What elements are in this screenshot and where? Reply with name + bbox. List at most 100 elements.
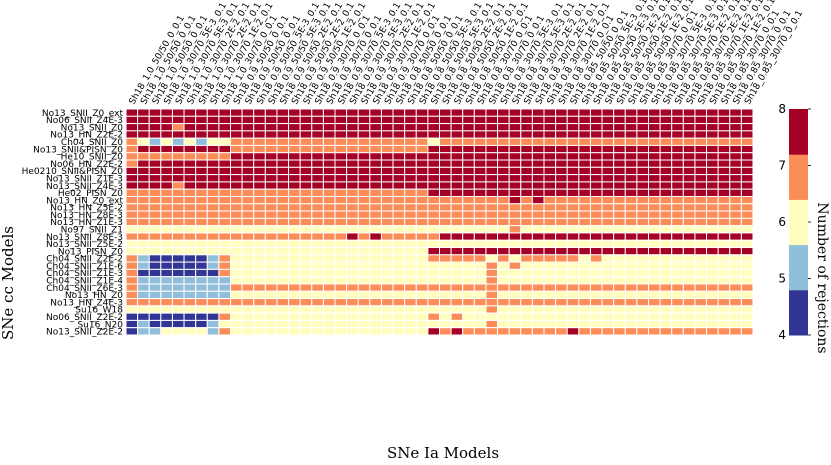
heatmap-cell [299, 130, 313, 139]
heatmap-cell [334, 239, 348, 249]
heatmap-cell [531, 217, 545, 227]
heatmap-cell [589, 115, 603, 125]
heatmap-cell [415, 174, 429, 183]
heatmap-cell [137, 298, 150, 307]
heatmap-cell [531, 232, 545, 241]
heatmap-cell [264, 123, 278, 132]
heatmap-cell [206, 188, 220, 197]
heatmap-cell [636, 327, 650, 336]
heatmap-cell [241, 283, 255, 292]
heatmap-cell [230, 174, 243, 183]
heatmap-cell [346, 276, 359, 285]
heatmap-cell [357, 174, 371, 183]
heatmap-cell [694, 225, 708, 234]
heatmap-cell [322, 239, 336, 249]
heatmap-cell [288, 319, 301, 329]
heatmap-cell [137, 181, 150, 190]
heatmap-cell [148, 181, 162, 190]
heatmap-cell [624, 108, 638, 117]
heatmap-cell [264, 166, 278, 176]
heatmap-cell [137, 254, 150, 263]
heatmap-cell [648, 123, 661, 132]
heatmap-cell [531, 312, 545, 321]
heatmap-cell [218, 327, 231, 336]
heatmap-cell [682, 108, 696, 117]
heatmap-cell [369, 115, 382, 125]
heatmap-cell [566, 166, 580, 176]
heatmap-cell [346, 123, 359, 132]
heatmap-cell [497, 181, 510, 190]
heatmap-cell [346, 283, 359, 292]
heatmap-cell [473, 195, 487, 205]
heatmap-cell [589, 327, 603, 336]
heatmap-cell [613, 166, 626, 176]
heatmap-cell [230, 203, 243, 212]
heatmap-cell [334, 276, 348, 285]
heatmap-cell [648, 298, 661, 307]
heatmap-cell [555, 195, 568, 205]
heatmap-cell [357, 130, 371, 139]
heatmap-cell [566, 130, 580, 139]
heatmap-cell [311, 247, 324, 256]
heatmap-cell [555, 290, 568, 300]
heatmap-cell [694, 232, 708, 241]
heatmap-cell [427, 137, 441, 146]
heatmap-cell [543, 166, 557, 176]
heatmap-cell [276, 188, 290, 197]
heatmap-cell [439, 276, 452, 285]
heatmap-cell [148, 108, 162, 117]
y-tick-label: No13_HN_Z0_ext [46, 196, 123, 206]
heatmap-cell [137, 283, 150, 292]
colorbar-segment [789, 289, 808, 336]
heatmap-cell [346, 195, 359, 205]
heatmap-cell [380, 290, 394, 300]
heatmap-cell [439, 225, 452, 234]
heatmap-cell [171, 268, 185, 278]
heatmap-cell [380, 137, 394, 146]
heatmap-cell [659, 203, 673, 212]
heatmap-cell [682, 232, 696, 241]
heatmap-cell [729, 254, 742, 263]
heatmap-cell [508, 327, 522, 336]
heatmap-cell [566, 254, 580, 263]
heatmap-cell [230, 115, 243, 125]
y-tick-label: No13_HN_Z5E-2 [50, 204, 123, 214]
heatmap-cell [427, 290, 441, 300]
heatmap-cell [462, 174, 475, 183]
heatmap-cell [346, 115, 359, 125]
heatmap-cell [694, 181, 708, 190]
heatmap-cell [404, 181, 417, 190]
heatmap-cell [253, 327, 266, 336]
heatmap-cell [206, 108, 220, 117]
heatmap-cell [439, 115, 452, 125]
heatmap-cell [682, 130, 696, 139]
heatmap-cell [717, 283, 731, 292]
colorbar-tick-label: 8 [778, 102, 786, 116]
heatmap-cell [543, 137, 557, 146]
heatmap-cell [682, 261, 696, 270]
heatmap-cell [729, 217, 742, 227]
heatmap-cell [218, 195, 231, 205]
heatmap-cell [473, 159, 487, 168]
heatmap-cell [125, 276, 139, 285]
heatmap-cell [531, 130, 545, 139]
heatmap-cell [264, 195, 278, 205]
heatmap-cell [566, 195, 580, 205]
heatmap-cell [520, 144, 533, 154]
heatmap-cell [264, 217, 278, 227]
heatmap-cell [137, 239, 150, 249]
heatmap-cell [334, 210, 348, 219]
heatmap-cell [218, 174, 231, 183]
heatmap-cell [137, 261, 150, 270]
heatmap-cell [206, 130, 220, 139]
heatmap-cell [694, 144, 708, 154]
heatmap-cell [369, 181, 382, 190]
heatmap-cell [276, 181, 290, 190]
heatmap-cell [253, 137, 266, 146]
heatmap-cell [450, 319, 464, 329]
heatmap-cell [659, 217, 673, 227]
heatmap-cell [253, 210, 266, 219]
heatmap-cell [346, 188, 359, 197]
heatmap-cell [380, 268, 394, 278]
heatmap-cell [137, 188, 150, 197]
